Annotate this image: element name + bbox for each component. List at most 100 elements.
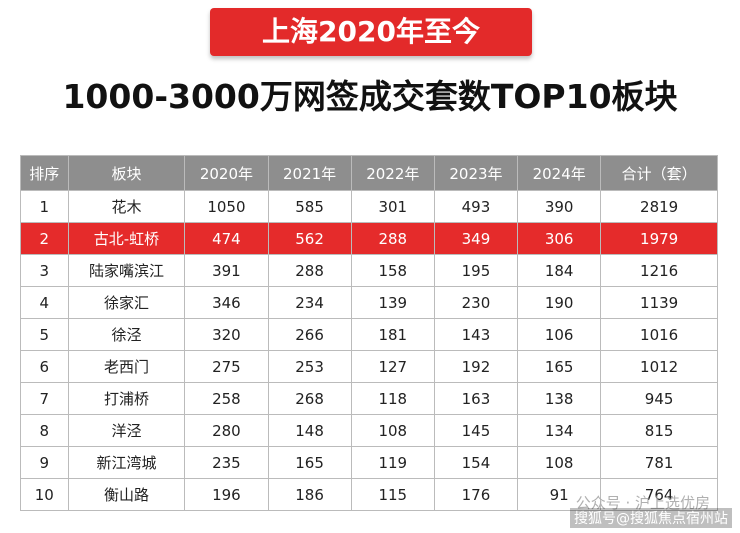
table-cell: 181 [350,318,435,351]
table-cell: 3 [20,254,69,287]
table-cell: 815 [600,414,718,447]
table-cell: 1 [20,190,69,223]
table-cell: 192 [433,350,519,383]
table-cell: 4 [20,286,69,319]
table-cell: 115 [350,478,435,511]
table-cell: 打浦桥 [67,382,186,415]
table-cell: 108 [350,414,435,447]
watermark: 搜狐号@搜狐焦点宿州站 [570,508,732,528]
table-cell: 195 [433,254,519,287]
table-cell: 徐泾 [67,318,186,351]
table-cell: 184 [517,254,602,287]
table-cell: 390 [517,190,602,223]
table-cell: 230 [433,286,519,319]
table-cell: 1979 [600,222,718,255]
table-cell: 7 [20,382,69,415]
column-header: 2020年 [184,155,269,191]
table-cell: 346 [184,286,269,319]
table-cell: 古北-虹桥 [67,222,186,255]
table-cell: 154 [433,446,519,479]
table-cell: 119 [350,446,435,479]
table-cell: 493 [433,190,519,223]
table-cell: 176 [433,478,519,511]
table-cell: 562 [267,222,352,255]
table-cell: 1216 [600,254,718,287]
table-cell: 186 [267,478,352,511]
table-row: 1 花木 1050 585 301 493 390 2819 [20,190,718,223]
column-header: 2023年 [433,155,519,191]
table-cell: 148 [267,414,352,447]
table-row: 3 陆家嘴滨江 391 288 158 195 184 1216 [20,254,718,287]
table-cell: 266 [267,318,352,351]
column-header: 2022年 [350,155,435,191]
table-cell: 1012 [600,350,718,383]
table-cell: 143 [433,318,519,351]
table-cell: 320 [184,318,269,351]
table-cell: 268 [267,382,352,415]
table-cell: 1016 [600,318,718,351]
table-cell: 老西门 [67,350,186,383]
table-cell: 288 [267,254,352,287]
title: 1000-3000万网签成交套数TOP10板块 [62,77,678,116]
table-cell: 106 [517,318,602,351]
table-cell: 781 [600,446,718,479]
table-cell: 764 [600,478,718,511]
table-cell: 391 [184,254,269,287]
table-cell: 1139 [600,286,718,319]
table-row: 7 打浦桥 258 268 118 163 138 945 [20,382,718,415]
table-cell: 5 [20,318,69,351]
table-cell: 165 [267,446,352,479]
table-cell: 190 [517,286,602,319]
table-cell: 234 [267,286,352,319]
table-cell: 288 [350,222,435,255]
table-cell: 8 [20,414,69,447]
table-cell: 118 [350,382,435,415]
table-cell: 139 [350,286,435,319]
table-cell: 新江湾城 [67,446,186,479]
table-cell: 洋泾 [67,414,186,447]
table-cell: 301 [350,190,435,223]
table-cell: 253 [267,350,352,383]
table-cell: 127 [350,350,435,383]
table-cell: 2 [20,222,69,255]
table-cell: 108 [517,446,602,479]
banner: 上海2020年至今 [210,8,532,56]
table-cell: 165 [517,350,602,383]
table-cell: 163 [433,382,519,415]
table-cell: 9 [20,446,69,479]
table-row: 8 洋泾 280 148 108 145 134 815 [20,414,718,447]
data-table: 排序 板块 2020年 2021年 2022年 2023年 2024年 合计（套） 1 花木 10… [20,155,718,511]
column-header: 2024年 [517,155,602,191]
table-cell: 196 [184,478,269,511]
table-cell: 158 [350,254,435,287]
table-cell: 花木 [67,190,186,223]
table-cell: 衡山路 [67,478,186,511]
column-header: 2021年 [267,155,352,191]
table-cell: 91 [517,478,602,511]
table-cell: 306 [517,222,602,255]
table-cell: 徐家汇 [67,286,186,319]
table-row: 6 老西门 275 253 127 192 165 1012 [20,350,718,383]
table-body: 1 花木 1050 585 301 493 390 2819 2 古北-虹桥 474 562 288 34… [20,190,718,511]
column-header: 合计（套） [600,155,718,191]
table-cell: 2819 [600,190,718,223]
table-cell: 945 [600,382,718,415]
table-row: 10 衡山路 196 186 115 176 91 764 [20,478,718,511]
table-cell: 134 [517,414,602,447]
table-row: 5 徐泾 320 266 181 143 106 1016 [20,318,718,351]
table-row: 2 古北-虹桥 474 562 288 349 306 1979 [20,222,718,255]
table-cell: 138 [517,382,602,415]
table-cell: 陆家嘴滨江 [67,254,186,287]
table-cell: 235 [184,446,269,479]
table-cell: 6 [20,350,69,383]
table-cell: 474 [184,222,269,255]
table-cell: 275 [184,350,269,383]
table-cell: 258 [184,382,269,415]
table-cell: 349 [433,222,519,255]
column-header: 排序 [20,155,69,191]
table-row: 9 新江湾城 235 165 119 154 108 781 [20,446,718,479]
table-row: 4 徐家汇 346 234 139 230 190 1139 [20,286,718,319]
table-cell: 10 [20,478,69,511]
table-cell: 1050 [184,190,269,223]
